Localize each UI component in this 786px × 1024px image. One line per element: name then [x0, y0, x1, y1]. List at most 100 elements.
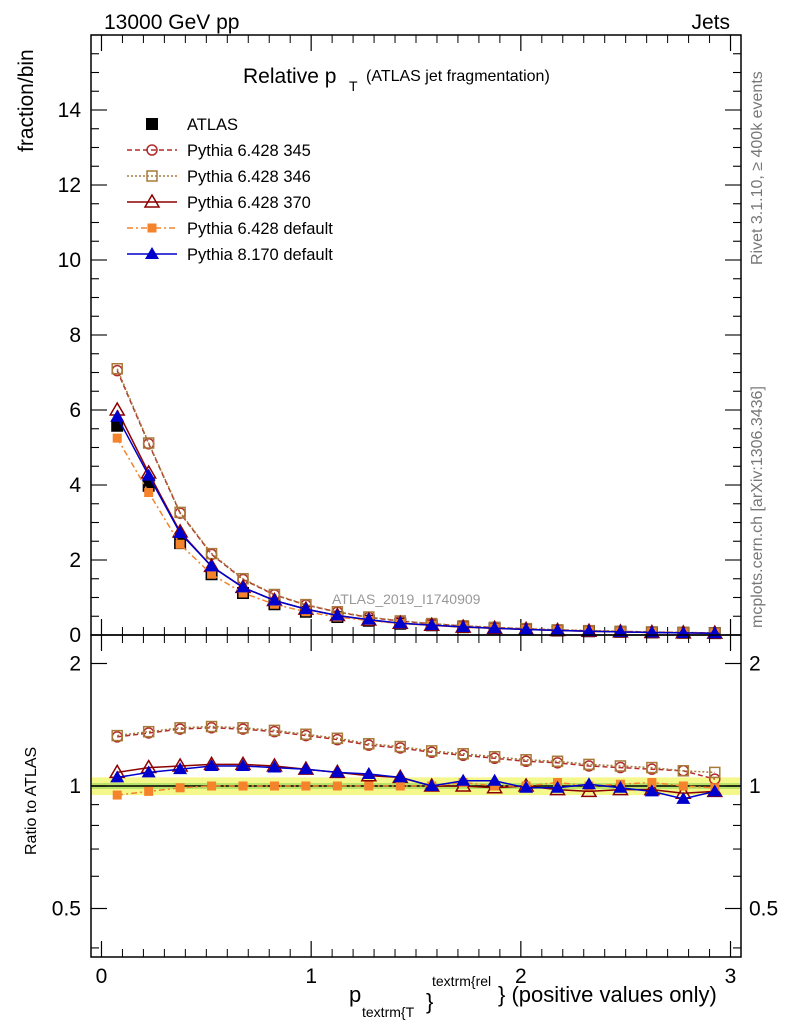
watermark: ATLAS_2019_I1740909: [332, 591, 481, 607]
data-point: [175, 539, 185, 549]
data-point: [490, 781, 500, 791]
xlabel-sub: textrm{T: [362, 1004, 415, 1020]
y-tick-label: 14: [58, 99, 82, 122]
legend-label: Pythia 6.428 370: [187, 194, 311, 212]
data-point: [551, 755, 564, 768]
series-line: [117, 765, 715, 800]
legend-item: Pythia 6.428 345: [127, 142, 311, 160]
rivet-label: Rivet 3.1.10, ≥ 400k events: [749, 71, 766, 265]
data-point: [709, 766, 721, 779]
legend-item: ATLAS: [146, 116, 238, 134]
title-sub: T: [349, 78, 358, 94]
data-point: [144, 786, 154, 796]
data-point: [456, 619, 471, 632]
xlabel-p: p: [349, 982, 361, 1007]
data-point: [519, 622, 534, 635]
data-point: [395, 781, 405, 791]
legend-marker: [143, 193, 161, 208]
data-point: [394, 740, 407, 753]
data-point: [111, 363, 123, 375]
data-point: [237, 722, 249, 734]
data-point: [204, 758, 219, 771]
series-pythia-6-428-345: [111, 722, 721, 785]
data-point: [488, 750, 501, 763]
y-tick-label: 4: [69, 474, 81, 497]
y-tick-label: 10: [58, 249, 81, 272]
legend-label: Pythia 6.428 345: [187, 142, 311, 160]
x-tick-label: 1: [305, 965, 317, 988]
data-point: [520, 754, 532, 766]
y-tick-label: 2: [69, 549, 81, 572]
xlabel-sup: textrm{rel: [432, 973, 491, 989]
data-point: [332, 781, 342, 791]
data-point: [393, 770, 408, 783]
y-axis-label-bottom: Ratio to ATLAS: [23, 747, 40, 855]
data-point: [110, 409, 125, 422]
data-point: [424, 618, 439, 631]
legend-label: Pythia 6.428 346: [187, 168, 311, 186]
data-point: [613, 780, 628, 793]
y-tick-label: 6: [69, 399, 81, 422]
series-pythia-8-170-default: [110, 758, 722, 804]
data-point: [112, 790, 122, 800]
series-line: [117, 781, 715, 796]
data-point: [267, 760, 282, 773]
data-point: [330, 765, 345, 778]
data-point: [364, 781, 374, 791]
xlabel-rest: } (positive values only): [498, 982, 717, 1007]
data-point: [298, 762, 313, 775]
legend-item: Pythia 6.428 370: [127, 193, 311, 212]
data-point: [457, 748, 469, 760]
data-point: [238, 781, 248, 791]
data-point: [298, 602, 313, 615]
data-point: [112, 433, 122, 443]
data-point: [174, 506, 186, 519]
data-point: [647, 778, 657, 788]
data-point: [644, 784, 659, 797]
legend-label: Pythia 8.170 default: [187, 246, 333, 264]
data-point: [330, 608, 345, 621]
ratio-panel: 0 1 2 3 0.5 0.5 1 1 2 2: [52, 634, 778, 988]
legend: ATLAS Pythia 6.428 345 Pythia 6.428 346 Pyt…: [127, 116, 333, 264]
data-point: [268, 724, 281, 737]
data-point: [361, 767, 376, 780]
data-point: [141, 468, 156, 481]
data-point: [238, 588, 248, 598]
data-point: [175, 783, 185, 793]
data-point: [331, 732, 344, 745]
data-point: [363, 738, 375, 750]
data-point: [142, 437, 155, 449]
data-point: [425, 745, 438, 757]
main-panel: 0 2 4 6 8 10 12 14: [58, 34, 742, 647]
data-point: [142, 725, 155, 738]
data-point: [581, 624, 596, 637]
data-point: [613, 624, 628, 637]
y-tick-label: 12: [58, 174, 81, 197]
legend-item: Pythia 6.428 default: [127, 220, 333, 238]
data-point: [173, 526, 188, 538]
data-point: [519, 780, 534, 793]
data-point: [267, 593, 282, 606]
data-point: [581, 777, 596, 790]
mcplots-label: mcplots.cern.ch [arXiv:1306.3436]: [749, 386, 766, 628]
data-point: [301, 781, 311, 791]
data-point: [207, 781, 217, 791]
data-point: [205, 720, 218, 733]
data-point: [583, 758, 595, 771]
data-point: [646, 761, 658, 774]
data-point: [550, 623, 565, 636]
data-point: [204, 559, 219, 572]
data-point: [269, 781, 279, 791]
y-tick-label: 2: [69, 653, 81, 676]
data-point: [300, 728, 312, 741]
title-main: Relative p: [243, 65, 336, 88]
plot-title: Relative p T (ATLAS jet fragmentation): [243, 65, 550, 94]
data-point: [174, 722, 186, 734]
panel-frame: [90, 634, 742, 958]
data-point: [424, 778, 439, 791]
data-point: [141, 765, 156, 778]
data-point: [487, 621, 502, 634]
data-point: [393, 616, 408, 629]
data-point: [207, 569, 217, 579]
